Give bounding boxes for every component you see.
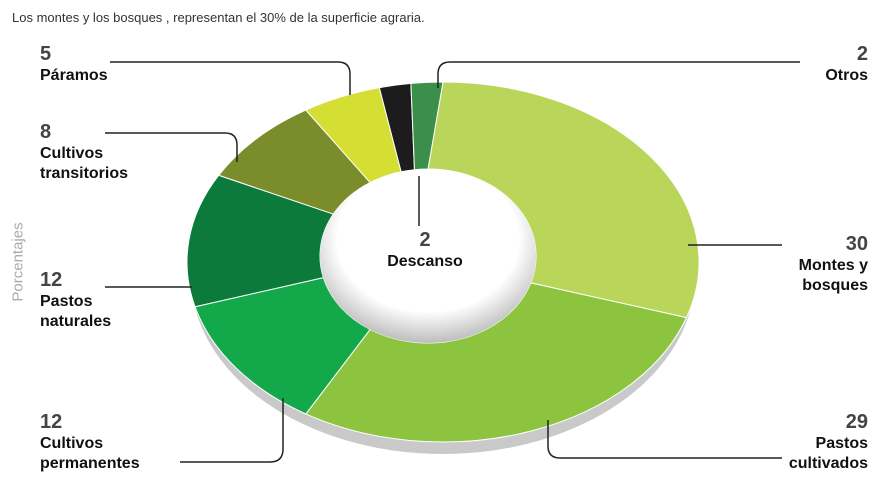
value-label: 2 <box>419 229 431 251</box>
y-axis-label: Porcentajes <box>9 222 27 302</box>
leader-line <box>180 398 284 463</box>
slices <box>186 81 700 454</box>
leader-line <box>110 61 351 95</box>
slice-label: 12 Pastos naturales <box>40 268 140 332</box>
leader-line <box>105 132 238 162</box>
slice-label: 2 Otros <box>758 42 868 86</box>
slice-label: 8 Cultivos transitorios <box>40 120 160 184</box>
slice-label: 2 Descanso <box>375 228 475 272</box>
chart-title: Los montes y los bosques , representan e… <box>12 10 425 25</box>
value-label: 12 <box>40 411 63 433</box>
donut-hole <box>320 169 536 343</box>
slice-label: 5 Páramos <box>40 42 150 86</box>
value-label: 12 <box>40 269 63 291</box>
value-label: 29 <box>845 411 868 433</box>
category-label: Cultivos transitorios <box>40 145 129 182</box>
category-label: Montes y bosques <box>798 257 868 294</box>
slice-label: 30 Montes y bosques <box>758 232 868 296</box>
value-label: 8 <box>40 121 52 143</box>
slice-label: 29 Pastos cultivados <box>758 410 868 474</box>
category-label: Descanso <box>387 253 463 270</box>
value-label: 2 <box>856 43 868 65</box>
category-label: Pastos naturales <box>40 293 112 330</box>
slice-label: 12 Cultivos permanentes <box>40 410 170 474</box>
category-label: Cultivos permanentes <box>40 435 140 472</box>
value-label: 5 <box>40 43 52 65</box>
leader-line <box>547 420 782 459</box>
leader-line <box>437 61 800 88</box>
category-label: Otros <box>825 67 868 84</box>
category-label: Pastos cultivados <box>788 435 868 472</box>
value-label: 30 <box>845 233 868 255</box>
category-label: Páramos <box>40 67 108 84</box>
